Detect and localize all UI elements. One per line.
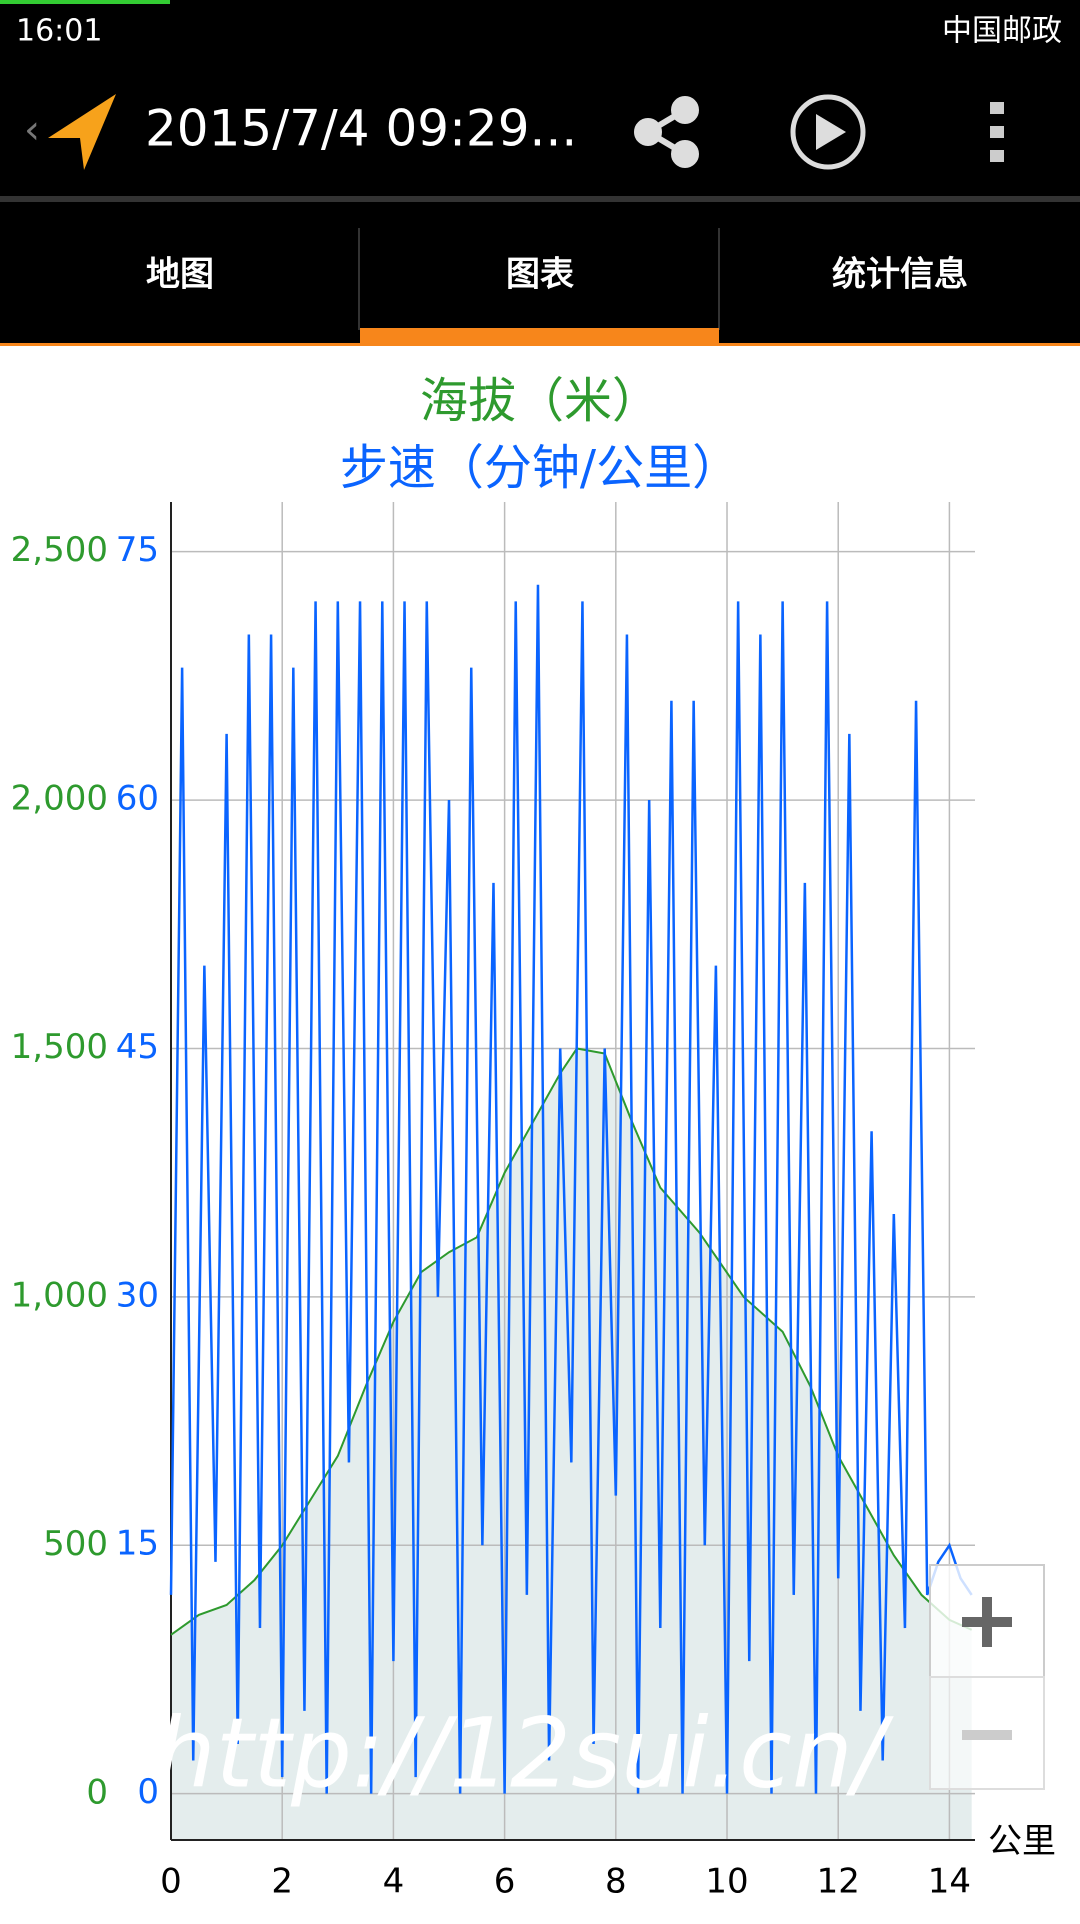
play-icon[interactable]: [790, 94, 866, 170]
header-bg: [0, 0, 1080, 346]
y2-tick-label: 500: [43, 1524, 108, 1564]
x-tick-label: 8: [605, 1862, 627, 1902]
x-tick-label: 10: [705, 1862, 748, 1902]
tab[interactable]: 图表: [506, 255, 574, 295]
y-tick-label: 30: [116, 1275, 159, 1315]
divider: [0, 196, 1080, 202]
watermark: http://12sui.cn/: [155, 1697, 894, 1809]
x-tick-label: 0: [160, 1862, 182, 1902]
zoom-in[interactable]: [929, 1564, 1045, 1678]
back-icon[interactable]: ‹: [24, 107, 40, 153]
y-tick-label: 0: [137, 1772, 159, 1812]
y2-tick-label: 0: [86, 1772, 108, 1812]
y-tick-label: 45: [116, 1027, 159, 1067]
x-tick-label: 4: [383, 1862, 405, 1902]
y2-tick-label: 2,500: [11, 530, 108, 570]
active-tab-indicator: [360, 328, 719, 346]
share-icon[interactable]: [634, 96, 699, 168]
y-tick-label: 15: [116, 1524, 159, 1564]
tab[interactable]: 地图: [146, 255, 214, 295]
progress: [0, 0, 170, 4]
x-axis-label: 公里: [988, 1822, 1056, 1862]
plot: 0 2 4 6 8 10 12 14 0 15 30 45 60 75 0 500 1,000 1,500 2,00…: [11, 502, 975, 1902]
y-tick-label: 75: [116, 530, 159, 570]
app-title: 2015/7/4 09:29...: [145, 100, 577, 158]
tab[interactable]: 统计信息: [832, 255, 968, 295]
status-carrier: 中国邮政: [942, 14, 1062, 49]
x-tick-label: 14: [928, 1862, 971, 1902]
y-tick-label: 60: [116, 779, 159, 819]
y2-tick-label: 1,000: [11, 1275, 108, 1315]
app-icon[interactable]: [48, 94, 116, 170]
y2-tick-label: 2,000: [11, 779, 108, 819]
x-tick-label: 2: [271, 1862, 293, 1902]
x-tick-label: 6: [494, 1862, 516, 1902]
y2-tick-label: 1,500: [11, 1027, 108, 1067]
chart-subtitle: 步速（分钟/公里）: [340, 440, 740, 496]
chart-title: 海拔（米）: [420, 373, 660, 429]
x-tick-label: 12: [817, 1862, 860, 1902]
zoom-out[interactable]: [929, 1676, 1045, 1790]
status-time: 16:01: [16, 14, 102, 49]
menu-icon[interactable]: [990, 102, 1004, 162]
